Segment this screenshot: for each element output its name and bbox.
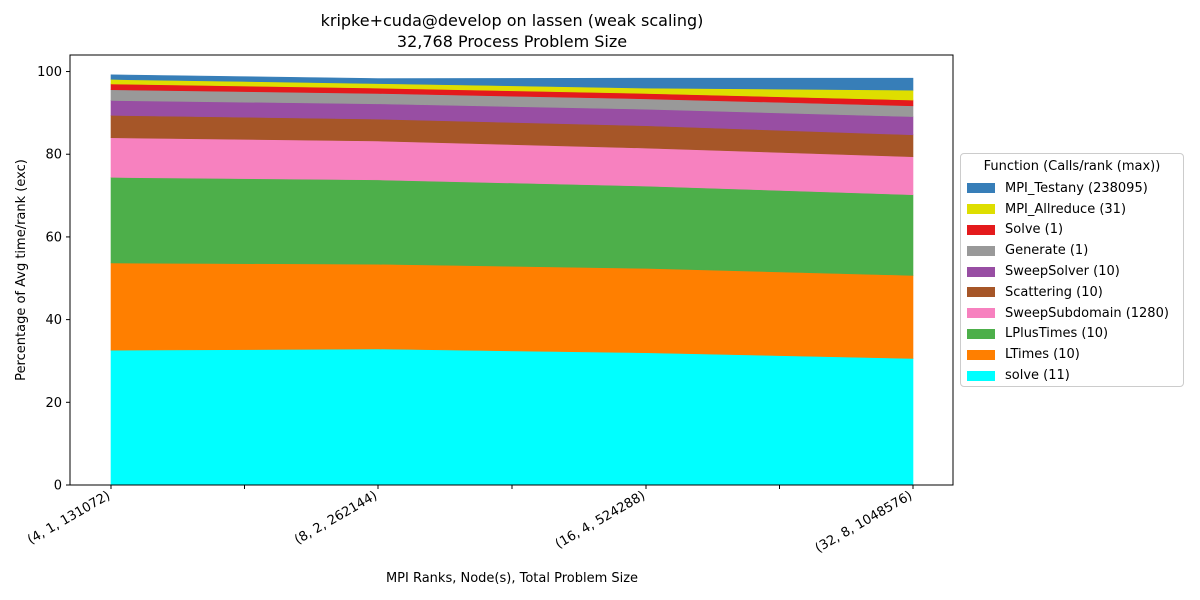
legend-swatch — [967, 266, 995, 277]
area-1 — [110, 262, 914, 359]
legend-swatch — [967, 328, 995, 339]
area-layers — [110, 74, 914, 486]
legend-swatch — [967, 308, 995, 319]
legend-label: Generate (1) — [1005, 243, 1089, 259]
y-tick-label-3: 60 — [45, 230, 62, 245]
legend-item: LPlusTimes (10) — [967, 324, 1177, 345]
y-tick-label-5: 100 — [37, 65, 62, 80]
legend-swatch — [967, 370, 995, 381]
y-tick-label-4: 80 — [45, 148, 62, 163]
legend-item: MPI_Testany (238095) — [967, 178, 1177, 199]
x-axis-label: MPI Ranks, Node(s), Total Problem Size — [386, 571, 638, 586]
legend-label: LTimes (10) — [1005, 347, 1080, 363]
legend-swatch — [967, 245, 995, 256]
area-0 — [110, 348, 914, 486]
y-tick-label-0: 0 — [54, 479, 62, 494]
legend-label: solve (11) — [1005, 368, 1070, 384]
chart-subtitle: 32,768 Process Problem Size — [397, 32, 627, 51]
legend-label: MPI_Testany (238095) — [1005, 180, 1148, 196]
legend-swatch — [967, 287, 995, 298]
legend-item: LTimes (10) — [967, 344, 1177, 365]
legend-label: SweepSubdomain (1280) — [1005, 305, 1169, 321]
legend-item: Generate (1) — [967, 240, 1177, 261]
x-tick-label-1: (8, 2, 262144) — [292, 488, 380, 547]
legend-item: MPI_Allreduce (31) — [967, 199, 1177, 220]
legend-swatch — [967, 183, 995, 194]
legend-item: Solve (1) — [967, 220, 1177, 241]
area-2 — [110, 177, 914, 276]
legend-items: MPI_Testany (238095) MPI_Allreduce (31) So… — [967, 178, 1177, 386]
y-axis-label: Percentage of Avg time/rank (exc) — [14, 159, 29, 381]
legend-label: Solve (1) — [1005, 222, 1064, 238]
legend-label: MPI_Allreduce (31) — [1005, 201, 1127, 217]
x-tick-label-3: (32, 8, 1048576) — [813, 488, 915, 556]
legend-swatch — [967, 224, 995, 235]
legend-item: solve (11) — [967, 365, 1177, 386]
chart-title: kripke+cuda@develop on lassen (weak scal… — [321, 11, 704, 30]
x-tick-label-2: (16, 4, 524288) — [553, 488, 648, 552]
legend-item: SweepSubdomain (1280) — [967, 303, 1177, 324]
legend-label: Scattering (10) — [1005, 284, 1103, 300]
y-tick-label-2: 40 — [45, 313, 62, 328]
legend-swatch — [967, 349, 995, 360]
x-tick-label-0: (4, 1, 131072) — [25, 488, 113, 547]
legend-item: SweepSolver (10) — [967, 261, 1177, 282]
legend-label: SweepSolver (10) — [1005, 264, 1120, 280]
legend-label: LPlusTimes (10) — [1005, 326, 1109, 342]
legend: Function (Calls/rank (max)) MPI_Testany … — [960, 153, 1184, 387]
y-tick-label-1: 20 — [45, 396, 62, 411]
legend-swatch — [967, 204, 995, 215]
area-9 — [110, 74, 914, 91]
legend-title: Function (Calls/rank (max)) — [983, 159, 1161, 174]
legend-item: Scattering (10) — [967, 282, 1177, 303]
